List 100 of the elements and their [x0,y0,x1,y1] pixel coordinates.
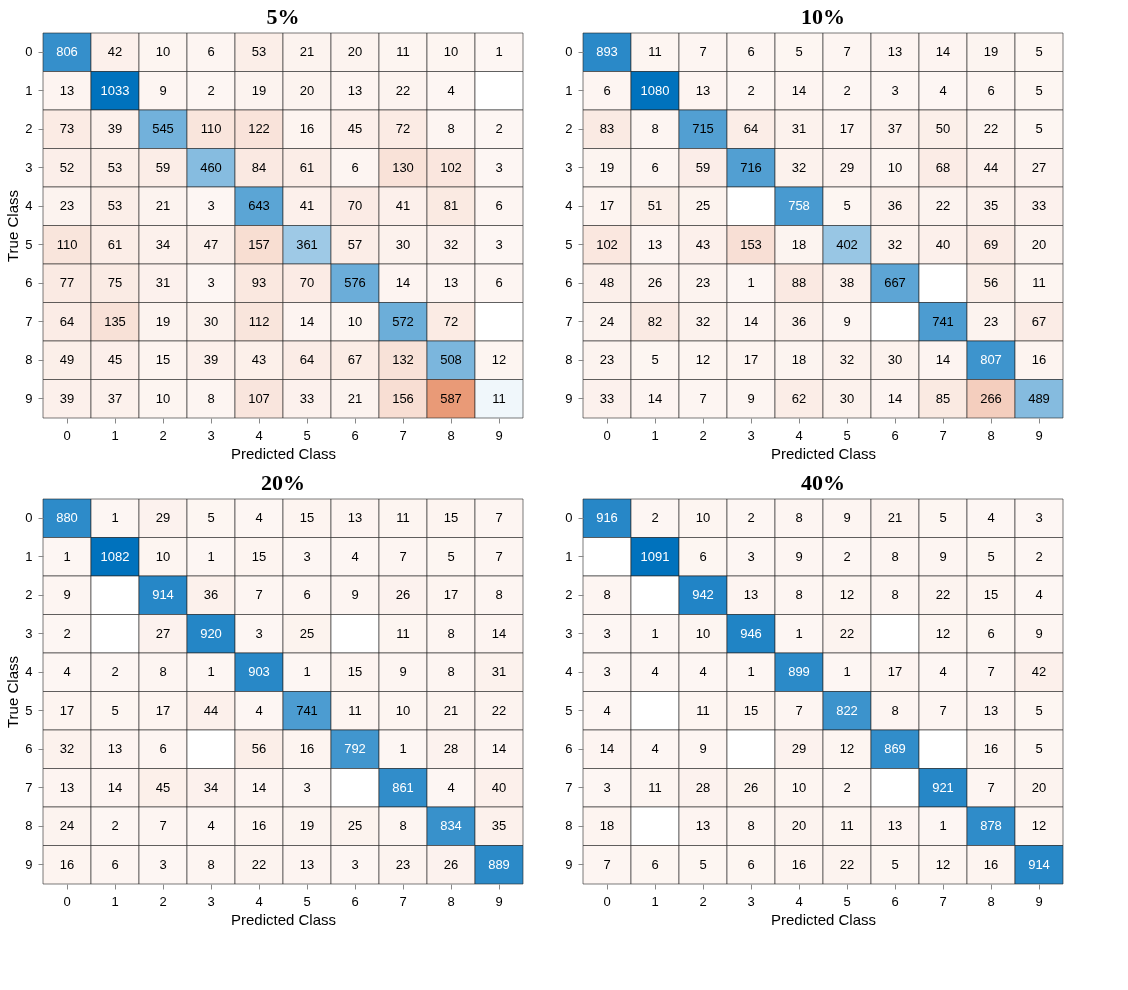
data-label: 35 [983,198,999,214]
data-label: 3 [351,856,359,872]
x-tick-label: 1 [651,427,659,443]
data-label: 2 [843,779,851,795]
y-tick-label: 4 [565,198,573,214]
y-tick-label: 4 [25,664,33,680]
data-label: 8 [207,856,215,872]
data-label: 25 [347,818,363,834]
y-tick-label: 3 [25,159,33,175]
data-label: 53 [251,44,267,60]
data-label: 31 [791,121,807,137]
data-label: 460 [200,159,222,175]
data-label: 5 [699,856,707,872]
data-label: 5 [447,548,455,564]
data-label: 30 [203,313,219,329]
data-label: 921 [932,779,954,795]
x-tick-label: 2 [699,893,707,909]
y-tick-label: 6 [25,275,33,291]
x-tick-label: 3 [207,893,215,909]
data-label: 4 [255,510,263,526]
data-label: 878 [980,818,1002,834]
y-tick-label: 3 [565,159,573,175]
data-label: 880 [56,510,78,526]
x-tick-label: 7 [939,427,947,443]
data-label: 19 [299,818,315,834]
data-label: 3 [747,548,755,564]
data-label: 2 [1035,548,1043,564]
data-label: 13 [59,82,75,98]
data-label: 10 [695,510,711,526]
data-label: 24 [59,818,75,834]
data-label: 13 [983,702,999,718]
data-label: 4 [939,664,947,680]
data-label: 1 [303,664,311,680]
data-label: 28 [695,779,711,795]
data-label: 7 [255,587,263,603]
data-label: 1 [843,664,851,680]
data-label: 102 [596,236,618,252]
data-label: 4 [207,818,215,834]
data-label: 23 [599,352,615,368]
data-label: 67 [1031,313,1047,329]
data-label: 9 [399,664,407,680]
x-tick-label: 3 [747,893,755,909]
data-label: 361 [296,236,318,252]
data-label: 107 [248,390,270,406]
data-label: 3 [495,236,503,252]
data-label: 10 [887,159,903,175]
data-label: 88 [791,275,807,291]
data-label: 110 [200,121,222,137]
data-label: 6 [987,82,995,98]
data-label: 508 [440,352,462,368]
y-tick-label: 6 [565,741,573,757]
data-label: 893 [596,44,618,60]
y-tick-label: 9 [565,856,573,872]
y-tick-label: 5 [565,236,573,252]
y-tick-label: 8 [25,352,33,368]
x-tick-label: 6 [891,427,899,443]
data-label: 11 [396,44,410,60]
data-label: 83 [599,121,615,137]
data-label: 14 [887,390,903,406]
data-label: 45 [155,779,171,795]
data-label: 102 [440,159,462,175]
data-label: 758 [788,198,810,214]
data-label: 50 [935,121,951,137]
data-label: 1091 [640,548,670,564]
y-tick-label: 2 [25,587,33,603]
data-label: 21 [347,390,363,406]
x-tick-label: 2 [699,427,707,443]
data-label: 22 [935,198,951,214]
data-label: 9 [843,510,851,526]
data-label: 12 [839,741,855,757]
data-label: 3 [207,198,215,214]
data-label: 72 [395,121,411,137]
x-tick-label: 4 [795,893,803,909]
x-tick-label: 8 [447,427,455,443]
data-label: 9 [159,82,167,98]
data-label: 30 [887,352,903,368]
data-label: 23 [695,275,711,291]
data-label: 13 [347,510,363,526]
data-label: 13 [695,818,711,834]
y-tick-label: 1 [565,548,573,564]
data-label: 1 [111,510,119,526]
data-label: 82 [647,313,663,329]
data-label: 741 [296,702,318,718]
data-label: 9 [1035,625,1043,641]
data-label: 12 [935,625,951,641]
x-tick-label: 0 [603,893,611,909]
x-tick-label: 5 [843,427,851,443]
data-label: 1 [207,548,215,564]
data-label: 48 [599,275,615,291]
y-tick-label: 4 [25,198,33,214]
data-label: 34 [203,779,219,795]
data-label: 545 [152,121,174,137]
data-label: 643 [248,198,270,214]
data-label: 16 [791,856,807,872]
y-tick-label: 8 [25,818,33,834]
data-label: 40 [935,236,951,252]
data-label: 13 [107,741,123,757]
x-tick-label: 0 [603,427,611,443]
data-label: 36 [791,313,807,329]
data-label: 19 [155,313,171,329]
